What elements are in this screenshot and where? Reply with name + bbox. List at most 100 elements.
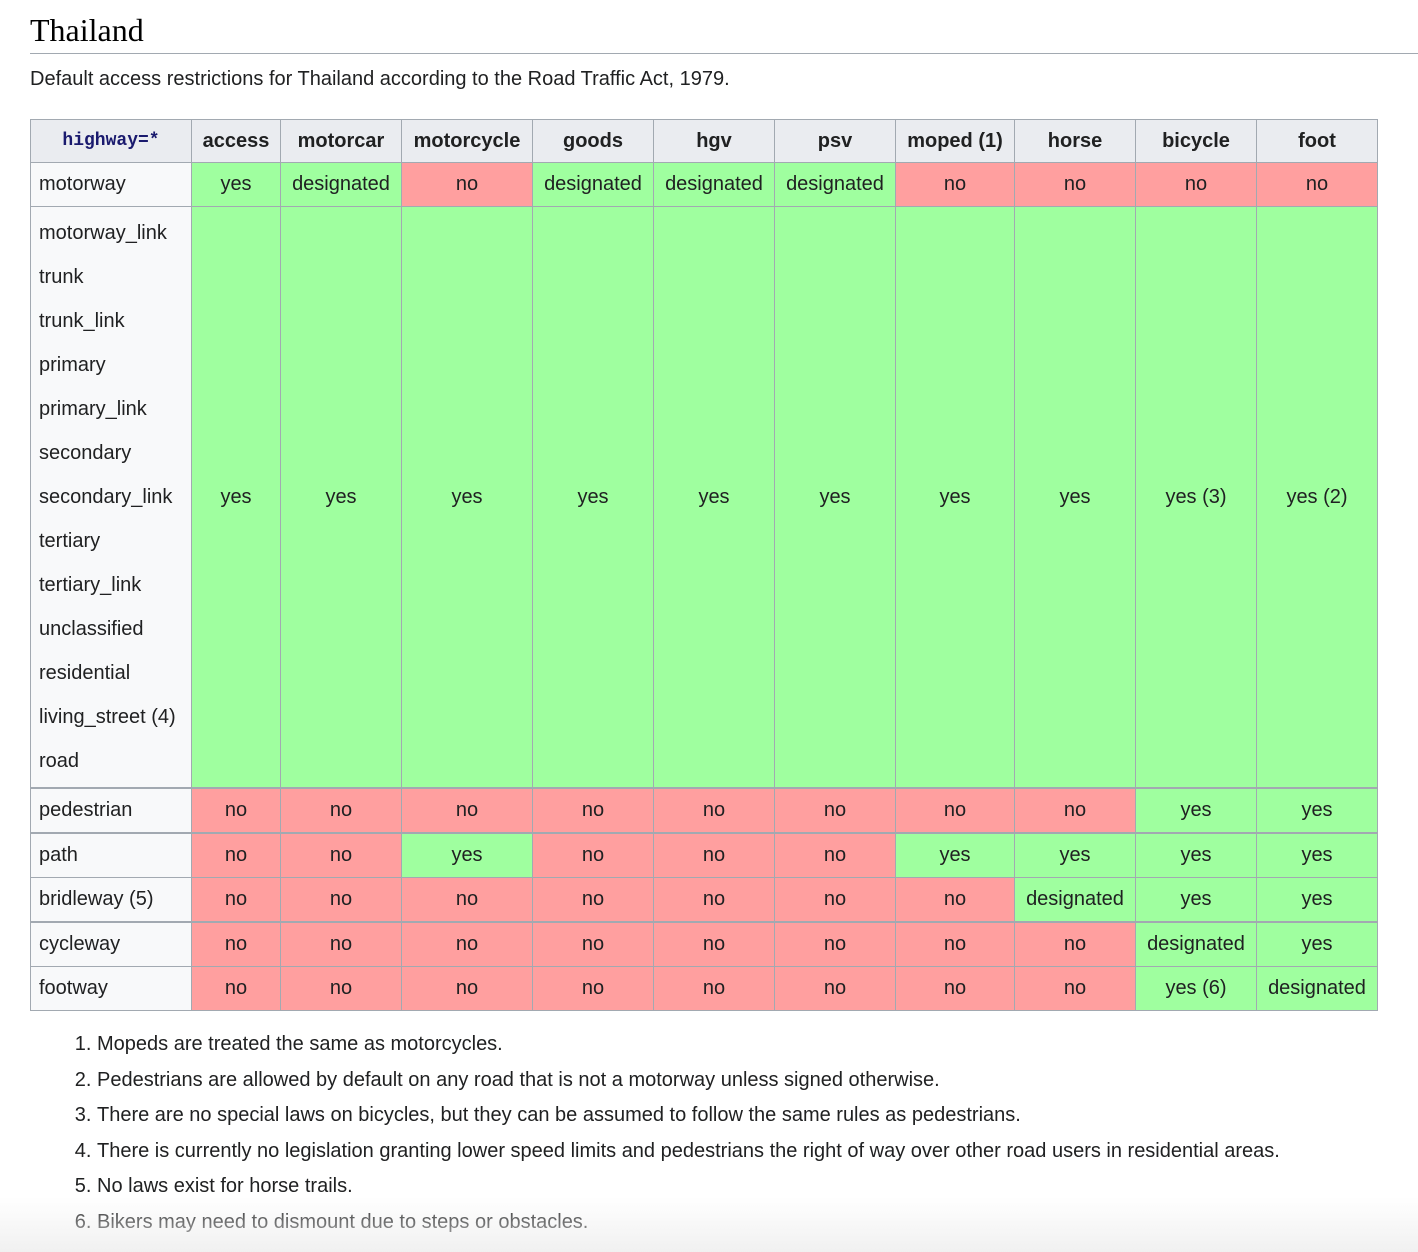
access-cell: no <box>1014 921 1136 967</box>
row-label: trunk_link <box>39 310 125 332</box>
access-cell: yes <box>1256 832 1378 878</box>
access-cell: no <box>191 966 281 1011</box>
column-header: foot <box>1256 119 1378 163</box>
access-cell: yes <box>280 206 402 789</box>
row-label: cycleway <box>30 921 192 967</box>
column-header: motorcar <box>280 119 402 163</box>
column-header: access <box>191 119 281 163</box>
row-label: primary_link <box>39 398 147 420</box>
access-cell: yes <box>1256 787 1378 834</box>
row-label: secondary_link <box>39 486 173 508</box>
access-cell: no <box>280 921 402 967</box>
access-cell: no <box>280 966 402 1011</box>
footnotes-list: Mopeds are treated the same as motorcycl… <box>0 1027 1280 1241</box>
table-row: motorway_link trunk trunk_link primary p… <box>30 206 1378 789</box>
access-cell: no <box>895 921 1015 967</box>
access-cell: no <box>401 966 533 1011</box>
access-cell: no <box>1135 162 1257 207</box>
access-cell: yes <box>1014 206 1136 789</box>
access-cell: yes <box>653 206 775 789</box>
access-cell: no <box>653 921 775 967</box>
access-cell: no <box>895 966 1015 1011</box>
access-cell: no <box>1256 162 1378 207</box>
column-header: motorcycle <box>401 119 533 163</box>
access-cell: yes (3) <box>1135 206 1257 789</box>
column-header: psv <box>774 119 896 163</box>
access-cell: no <box>774 832 896 878</box>
access-cell: no <box>280 787 402 834</box>
access-cell: no <box>191 877 281 923</box>
access-cell: no <box>532 832 654 878</box>
footnote: There are no special laws on bicycles, b… <box>97 1098 1280 1134</box>
table-row: path no no yes no no no yes yes yes yes <box>30 832 1378 878</box>
row-label: pedestrian <box>30 787 192 834</box>
footnote: Mopeds are treated the same as motorcycl… <box>97 1027 1280 1063</box>
access-cell: yes <box>532 206 654 789</box>
access-cell: no <box>280 832 402 878</box>
table-header-row: highway=* access motorcar motorcycle goo… <box>30 119 1378 163</box>
access-cell: yes <box>1135 787 1257 834</box>
row-label: primary <box>39 354 106 376</box>
footnote: There is currently no legislation granti… <box>97 1134 1280 1170</box>
access-cell: no <box>653 832 775 878</box>
access-cell: no <box>1014 787 1136 834</box>
access-cell: no <box>895 787 1015 834</box>
access-cell: no <box>191 921 281 967</box>
footnote: No laws exist for horse trails. <box>97 1169 1280 1205</box>
access-cell: designated <box>774 162 896 207</box>
access-cell: no <box>532 921 654 967</box>
access-restrictions-table: highway=* access motorcar motorcycle goo… <box>30 119 1378 1011</box>
access-cell: yes (6) <box>1135 966 1257 1011</box>
access-cell: yes <box>1135 877 1257 923</box>
access-cell: designated <box>653 162 775 207</box>
highway-key-header: highway=* <box>30 119 192 163</box>
access-cell: no <box>774 787 896 834</box>
access-cell: no <box>532 966 654 1011</box>
access-cell: yes <box>1256 877 1378 923</box>
footnote: Bikers may need to dismount due to steps… <box>97 1205 1280 1241</box>
row-label: road <box>39 750 80 772</box>
row-label: unclassified <box>39 618 144 640</box>
table-row: footway no no no no no no no no yes (6) designate… <box>30 966 1378 1011</box>
access-cell: no <box>401 877 533 923</box>
access-cell: no <box>895 162 1015 207</box>
access-cell: no <box>774 921 896 967</box>
access-cell: yes <box>895 206 1015 789</box>
row-label: footway <box>30 966 192 1011</box>
table-row: motorway yes designated no designated design… <box>30 162 1378 207</box>
footnote: Pedestrians are allowed by default on an… <box>97 1063 1280 1099</box>
access-cell: no <box>401 162 533 207</box>
access-cell: no <box>774 877 896 923</box>
access-cell: yes <box>1014 832 1136 878</box>
row-label: motorway_link <box>39 222 167 244</box>
column-header: moped (1) <box>895 119 1015 163</box>
access-cell: no <box>401 921 533 967</box>
section-description: Default access restrictions for Thailand… <box>30 68 730 90</box>
access-cell: designated <box>280 162 402 207</box>
access-cell: designated <box>1135 921 1257 967</box>
row-label-group: motorway_link trunk trunk_link primary p… <box>30 206 192 789</box>
access-cell: no <box>191 832 281 878</box>
row-label: motorway <box>30 162 192 207</box>
row-label: tertiary <box>39 530 101 552</box>
access-cell: yes (2) <box>1256 206 1378 789</box>
section-heading: Thailand <box>30 8 1418 54</box>
access-cell: no <box>532 877 654 923</box>
access-cell: yes <box>401 206 533 789</box>
access-cell: no <box>1014 162 1136 207</box>
column-header: hgv <box>653 119 775 163</box>
table-row: bridleway (5) no no no no no no no designated ye… <box>30 877 1378 923</box>
column-header: goods <box>532 119 654 163</box>
access-cell: no <box>653 966 775 1011</box>
column-header: horse <box>1014 119 1136 163</box>
access-cell: yes <box>1256 921 1378 967</box>
access-cell: designated <box>532 162 654 207</box>
access-cell: no <box>280 877 402 923</box>
access-cell: no <box>401 787 533 834</box>
access-cell: no <box>895 877 1015 923</box>
access-cell: designated <box>1256 966 1378 1011</box>
row-label: tertiary_link <box>39 574 142 596</box>
table-row: pedestrian no no no no no no no no yes yes <box>30 787 1378 834</box>
row-label: path <box>30 832 192 878</box>
access-cell: yes <box>774 206 896 789</box>
